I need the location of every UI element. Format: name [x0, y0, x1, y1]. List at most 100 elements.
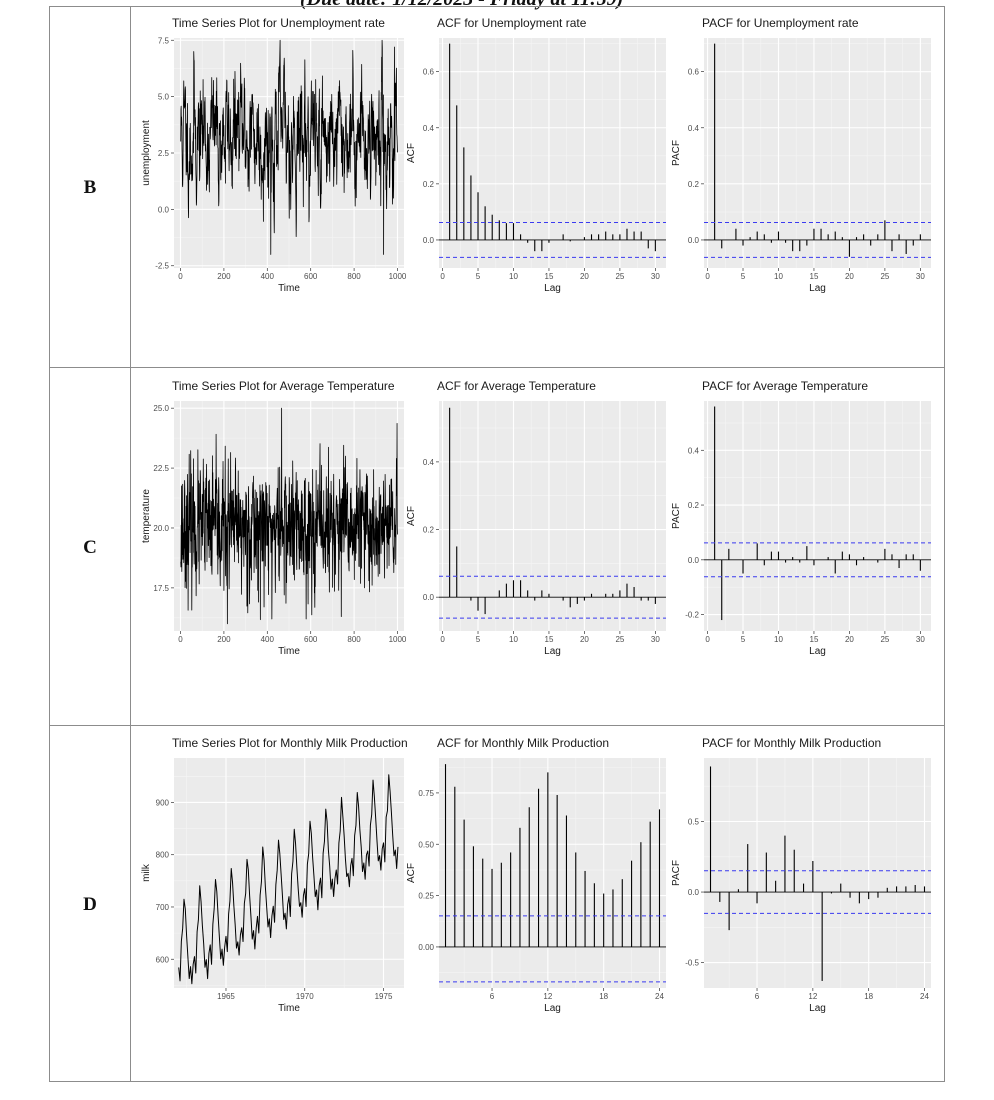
y-tick-label: 0.0 [688, 556, 700, 565]
x-tick-label: 25 [615, 272, 624, 281]
y-tick-label: 7.5 [158, 36, 170, 45]
x-tick-label: 12 [808, 992, 817, 1001]
x-tick-label: 800 [347, 635, 361, 644]
x-tick-label: 1000 [389, 635, 407, 644]
x-tick-label: 0 [178, 635, 183, 644]
x-tick-label: 25 [615, 635, 624, 644]
x-axis-label: Lag [544, 646, 561, 657]
x-tick-label: 10 [774, 635, 783, 644]
plot-panel [704, 758, 931, 988]
y-axis-label: milk [141, 863, 152, 882]
x-tick-label: 200 [217, 635, 231, 644]
x-tick-label: 10 [774, 272, 783, 281]
x-tick-label: 18 [864, 992, 873, 1001]
y-tick-label: 0.4 [688, 124, 700, 133]
plot-panel [704, 401, 931, 631]
x-axis-label: Lag [809, 646, 826, 657]
chart-title: PACF for Monthly Milk Production [702, 736, 881, 750]
x-axis-label: Time [278, 646, 300, 657]
y-tick-label: 0.2 [688, 180, 700, 189]
x-tick-label: 5 [741, 272, 746, 281]
y-tick-label: 17.5 [153, 584, 169, 593]
chart-milk-pacf: PACF for Monthly Milk Production 6 12 18 24 -… [671, 736, 931, 1014]
y-tick-label: 0.2 [423, 526, 435, 535]
x-tick-label: 600 [304, 635, 318, 644]
series-line [178, 774, 399, 985]
row-label-b: B [83, 177, 97, 198]
x-tick-label: 1965 [217, 992, 235, 1001]
chart-unemployment-pacf: PACF for Unemployment rate 0 5 10 15 20 25 30 0.… [671, 16, 931, 294]
y-axis-label: unemployment [141, 120, 152, 186]
x-tick-label: 0 [440, 635, 445, 644]
chart-temperature-time-series: Time Series Plot for Average Temperature… [141, 379, 407, 657]
row-label-c: C [83, 537, 97, 558]
y-tick-label: 0.6 [423, 68, 435, 77]
y-tick-label: 0.4 [423, 124, 435, 133]
y-tick-label: -0.5 [685, 959, 699, 968]
x-tick-label: 0 [178, 272, 183, 281]
chart-unemployment-time-series: Time Series Plot for Unemployment rate 0 2… [141, 16, 407, 294]
x-tick-label: 6 [755, 992, 760, 1001]
plot-panel [439, 401, 666, 631]
x-tick-label: 400 [261, 635, 275, 644]
x-tick-label: 0 [440, 272, 445, 281]
document-header-fragment: (Due date: 1/12/2023 - Friday at 11:59) [300, 0, 623, 11]
x-tick-label: 24 [655, 992, 664, 1001]
chart-temperature-acf: ACF for Average Temperature 0 5 10 15 20 25 30 0… [406, 379, 666, 657]
x-tick-label: 10 [509, 635, 518, 644]
x-axis-label: Lag [544, 283, 561, 294]
chart-title: Time Series Plot for Average Temperature [172, 379, 395, 393]
y-axis-label: PACF [671, 503, 682, 529]
x-tick-label: 30 [651, 635, 660, 644]
chart-title: ACF for Monthly Milk Production [437, 736, 609, 750]
y-tick-label: 0.50 [418, 840, 434, 849]
series-line [180, 39, 398, 255]
x-tick-label: 6 [490, 992, 495, 1001]
row-label-d: D [83, 894, 97, 915]
x-tick-label: 20 [845, 635, 854, 644]
chart-title: Time Series Plot for Unemployment rate [172, 16, 385, 30]
x-axis-label: Time [278, 283, 300, 294]
x-axis-label: Time [278, 1003, 300, 1014]
x-axis-label: Lag [809, 1003, 826, 1014]
y-tick-label: 0.25 [418, 892, 434, 901]
x-tick-label: 1970 [296, 992, 314, 1001]
y-axis-label: PACF [671, 140, 682, 166]
chart-title: PACF for Unemployment rate [702, 16, 859, 30]
chart-temperature-pacf: PACF for Average Temperature 0 5 10 15 20 25 30… [671, 379, 931, 657]
plot-panel [439, 758, 666, 988]
x-tick-label: 12 [543, 992, 552, 1001]
y-tick-label: 0.0 [423, 236, 435, 245]
chart-title: PACF for Average Temperature [702, 379, 868, 393]
column-divider [130, 7, 131, 1081]
chart-milk-time-series: Time Series Plot for Monthly Milk Produc… [141, 736, 408, 1014]
x-tick-label: 30 [651, 272, 660, 281]
x-tick-label: 30 [916, 272, 925, 281]
y-tick-label: 0.4 [688, 446, 700, 455]
plot-panel [439, 38, 666, 268]
y-tick-label: -2.5 [155, 262, 169, 271]
y-tick-label: 700 [156, 903, 170, 912]
x-tick-label: 15 [810, 272, 819, 281]
y-tick-label: 0.0 [158, 205, 170, 214]
y-tick-label: 22.5 [153, 464, 169, 473]
x-tick-label: 15 [810, 635, 819, 644]
x-axis-label: Lag [809, 283, 826, 294]
y-axis-label: temperature [141, 489, 152, 543]
x-tick-label: 20 [580, 635, 589, 644]
x-tick-label: 0 [705, 635, 710, 644]
y-tick-label: 0.2 [688, 501, 700, 510]
y-axis-label: ACF [406, 506, 417, 526]
x-tick-label: 200 [217, 272, 231, 281]
x-tick-label: 5 [476, 635, 481, 644]
y-tick-label: 0.0 [688, 888, 700, 897]
x-tick-label: 18 [599, 992, 608, 1001]
x-axis-label: Lag [544, 1003, 561, 1014]
x-tick-label: 800 [347, 272, 361, 281]
x-tick-label: 0 [705, 272, 710, 281]
x-tick-label: 15 [545, 272, 554, 281]
x-tick-label: 24 [920, 992, 929, 1001]
x-tick-label: 25 [880, 635, 889, 644]
y-tick-label: 0.0 [688, 236, 700, 245]
y-tick-label: 800 [156, 851, 170, 860]
